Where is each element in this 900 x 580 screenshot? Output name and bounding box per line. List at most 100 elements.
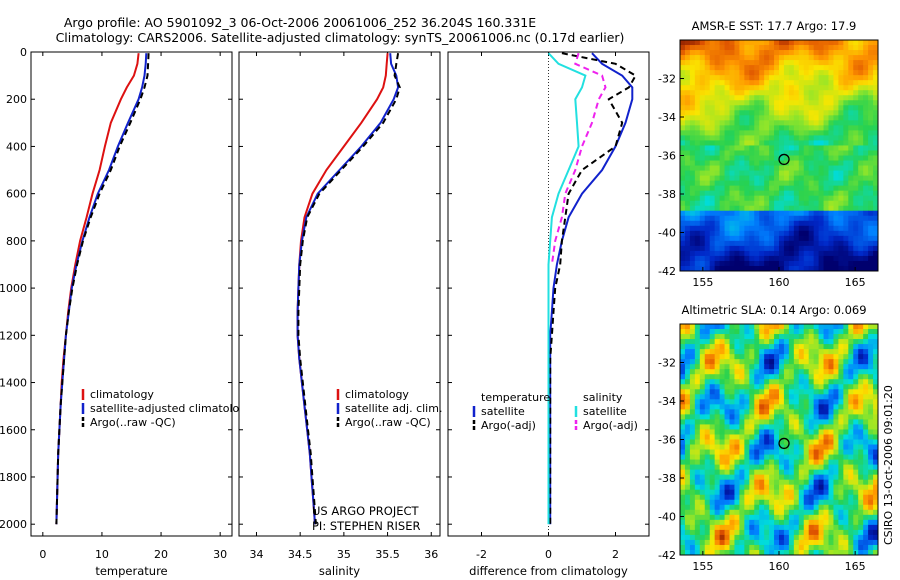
map-cell [689, 529, 696, 536]
map-cell [823, 409, 829, 415]
map-cell [724, 489, 730, 496]
map-cell [689, 150, 696, 156]
map-cell [798, 190, 805, 197]
map-cell [853, 210, 859, 217]
map-cell [818, 514, 825, 521]
map-cell [680, 364, 686, 370]
map-cell [754, 429, 760, 435]
map-cell [803, 499, 810, 506]
map-cell [724, 539, 730, 546]
map-cell [739, 504, 745, 511]
map-cell [719, 529, 726, 536]
map-cell [788, 145, 795, 151]
map-cell [833, 195, 839, 202]
map-cell [813, 444, 820, 451]
map-cell [719, 70, 726, 76]
map-cell [868, 399, 874, 405]
map-cell [769, 354, 775, 360]
map-cell [729, 75, 735, 81]
map-cell [783, 255, 790, 262]
map-cell [749, 409, 755, 415]
map-cell [739, 514, 745, 521]
map-cell [798, 65, 805, 71]
map-cell [709, 185, 716, 192]
map-cell [783, 374, 790, 380]
map-cell [749, 469, 755, 476]
map-cell [769, 429, 775, 435]
map-cell [719, 225, 726, 232]
map-cell [754, 165, 760, 172]
map-cell [818, 369, 825, 375]
map-cell [853, 404, 859, 410]
map-cell [853, 524, 859, 531]
map-cell [774, 364, 780, 370]
map-cell [680, 334, 686, 340]
map-cell [709, 215, 716, 222]
map-cell [684, 339, 691, 345]
map-cell [803, 125, 810, 131]
map-cell [759, 399, 765, 405]
map-cell [858, 145, 864, 151]
map-cell [694, 354, 701, 360]
x-tick-label: 0 [545, 548, 552, 561]
map-cell [848, 195, 854, 202]
map-cell [838, 185, 844, 192]
map-cell [848, 85, 854, 91]
map-cell [868, 230, 874, 237]
map-cell [833, 394, 839, 400]
map-cell [749, 484, 755, 491]
map-cell [774, 145, 780, 151]
map-cell [798, 529, 805, 536]
map-cell [774, 65, 780, 71]
map-cell [838, 324, 844, 330]
map-cell [749, 240, 755, 247]
map-cell [744, 469, 750, 476]
map-cell [838, 409, 844, 415]
map-cell [853, 479, 859, 486]
map-cell [788, 459, 795, 466]
map-cell [719, 165, 726, 172]
map-cell [694, 324, 701, 330]
map-cell [848, 334, 854, 340]
map-cell [833, 364, 839, 370]
map-cell [774, 90, 780, 96]
map-cell [863, 55, 869, 61]
map-cell [709, 519, 716, 526]
map-cell [714, 444, 721, 451]
map-cell [823, 449, 829, 456]
map-cell [699, 404, 706, 410]
map-cell [863, 120, 869, 126]
map-cell [729, 45, 735, 51]
map-cell [759, 245, 765, 252]
map-cell [774, 170, 780, 177]
map-cell [719, 175, 726, 182]
map-cell [739, 499, 745, 506]
map-cell [858, 160, 864, 167]
map-cell [803, 105, 810, 111]
map-cell [873, 339, 879, 345]
map-cell [783, 324, 790, 330]
map-cell [709, 150, 716, 156]
map-cell [764, 419, 770, 425]
map-cell [853, 205, 859, 212]
map-cell [689, 70, 696, 76]
map-cell [704, 185, 711, 192]
map-cell [754, 419, 760, 425]
map-cell [744, 225, 750, 232]
map-cell [873, 439, 879, 446]
map-cell [798, 349, 805, 355]
map-cell [769, 519, 775, 526]
map-cell [858, 95, 864, 101]
map-cell [724, 434, 730, 440]
map-cell [729, 240, 735, 247]
map-cell [788, 55, 795, 61]
map-cell [709, 329, 716, 335]
map-cell [788, 409, 795, 415]
map-cell [684, 215, 691, 222]
map-cell [858, 419, 864, 425]
map-cell [823, 429, 829, 435]
map-cell [813, 145, 820, 151]
map-cell [709, 40, 716, 46]
map-cell [863, 105, 869, 111]
